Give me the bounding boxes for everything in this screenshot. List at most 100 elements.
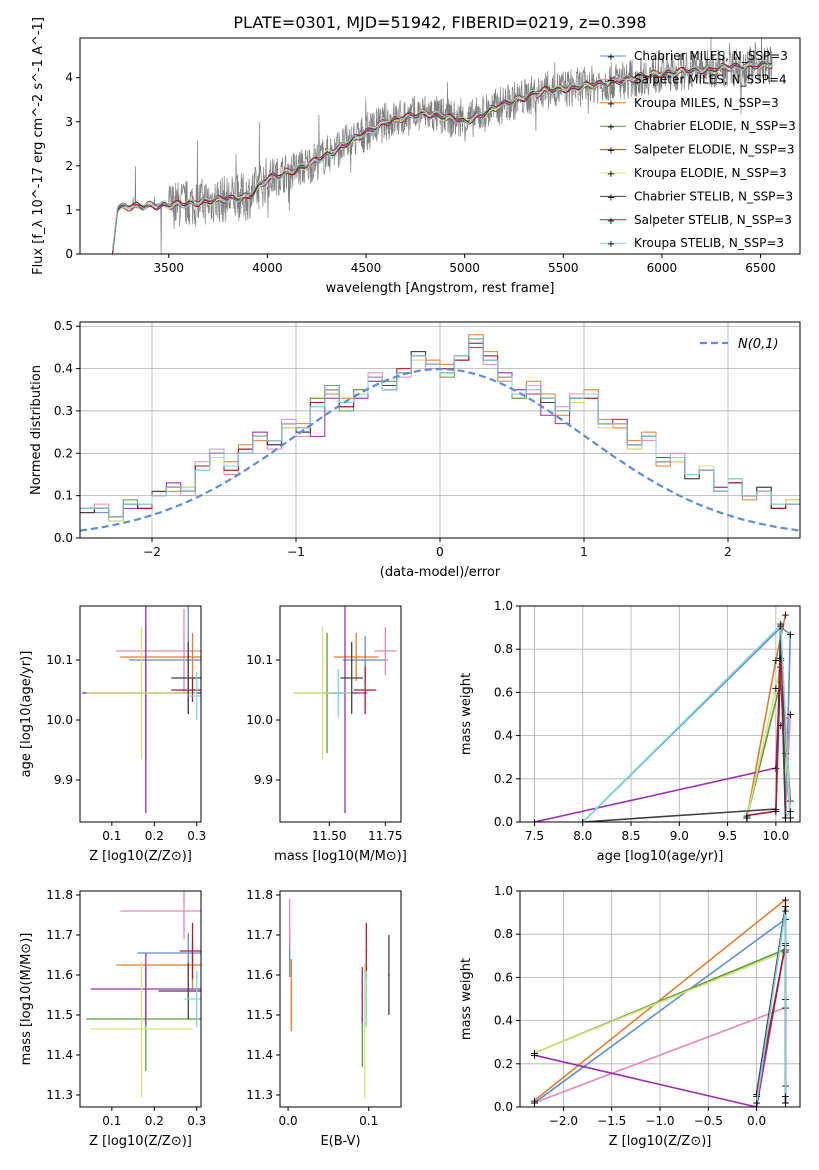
mass-weight-marker: + [781, 1090, 790, 1103]
x-tick-label: −2.0 [549, 1114, 578, 1128]
mass-weight-marker: + [578, 816, 587, 829]
y-tick-label: 0.5 [54, 319, 73, 333]
x-tick-label: −1 [287, 545, 305, 559]
y-tick-label: 11.7 [46, 928, 73, 942]
error-bar-point [86, 627, 197, 759]
x-tick-label: −1.0 [645, 1114, 674, 1128]
mass-weight-marker: + [781, 894, 790, 907]
x-tick-label: −0.5 [694, 1114, 723, 1128]
y-axis-label: Normed distribution [29, 365, 44, 495]
axes: −2.0 −1.5 −1.0 −0.5 0.0 0.0 0.2 0.4 0.6 0.8 1.0 Z [… [459, 884, 801, 1149]
error-bar-point [365, 971, 368, 1027]
y-tick-label: 0.2 [494, 772, 513, 786]
y-tick-label: 10.0 [246, 713, 273, 727]
x-tick-label: 0 [436, 545, 444, 559]
axes-frame [519, 605, 801, 823]
error-bar-point [331, 669, 345, 717]
y-tick-label: 0 [65, 247, 73, 261]
legend-marker: + [607, 122, 615, 133]
y-tick-label: 11.3 [46, 1088, 73, 1102]
plot-area: +++++++++++++++++++++++++++++ [530, 894, 790, 1110]
error-bar-point [388, 935, 390, 1015]
y-tick-label: 11.6 [246, 968, 273, 982]
panel-residuals: −2 −1 0 1 2 0.0 0.1 0.2 0.3 0.4 0.5 (data-model)/er… [29, 319, 801, 580]
y-axis-label: mass [log10(M/M⊙)] [19, 933, 34, 1066]
x-tick-label: 5000 [449, 261, 480, 275]
y-tick-label: 0.0 [494, 815, 513, 829]
mass-weight-marker: + [781, 1097, 790, 1110]
y-tick-label: 0.4 [494, 1014, 513, 1028]
x-axis-label: mass [log10(M/M⊙)] [274, 849, 407, 864]
error-bar-point [90, 953, 201, 1025]
legend-marker: + [607, 169, 615, 180]
axes-frame [79, 37, 801, 255]
axes: 0.0 0.1 11.3 11.4 11.5 11.6 11.7 11.8 E(B-V) [246, 888, 402, 1149]
mass-weight-marker: + [781, 609, 790, 622]
panel-spectrum: 3500 4000 4500 5000 5500 6000 6500 0 1 2 3 4 wavelen… [31, 17, 801, 296]
mass-weight-line [746, 666, 792, 818]
mass-weight-line [582, 623, 792, 822]
x-tick-label: 8.5 [621, 829, 640, 843]
spectrum-model-line-chabrier-elodie [112, 60, 772, 250]
x-axis-label: Z [log10(Z/Z⊙)] [609, 1134, 712, 1149]
y-tick-label: 0.8 [494, 927, 513, 941]
y-tick-label: 1.0 [494, 884, 513, 898]
x-tick-label: 0.0 [747, 1114, 766, 1128]
x-tick-label: 10.0 [763, 829, 790, 843]
spectrum-data-line [112, 38, 773, 254]
axes: 11.50 11.75 9.9 10.0 10.1 mass [log10(M/M⊙)] [246, 605, 407, 864]
plot-area: ++ +++++++++++++++++++++++++ +++++++ [530, 609, 795, 829]
plot-area [82, 606, 201, 813]
mass-weight-marker: + [530, 1047, 539, 1060]
mass-weight-marker: + [578, 816, 587, 829]
x-tick-label: 4000 [252, 261, 283, 275]
mass-weight-line [534, 659, 787, 822]
y-tick-label: 10.0 [46, 713, 73, 727]
y-tick-label: 11.6 [46, 968, 73, 982]
axes: 0.1 0.2 0.3 9.9 10.0 10.1 Z [log10(Z/Z⊙)] age [… [19, 605, 206, 864]
x-tick-label: 0.1 [359, 1114, 378, 1128]
y-tick-label: 11.8 [46, 888, 73, 902]
y-tick-label: 2 [65, 159, 73, 173]
x-tick-label: 6000 [647, 261, 678, 275]
y-tick-label: 11.7 [246, 928, 273, 942]
axes-frame [279, 605, 402, 823]
error-bar-point [171, 642, 201, 714]
axes-frame [79, 605, 202, 823]
legend-label: Salpeter ELODIE, N_SSP=3 [634, 143, 795, 157]
x-tick-label: 7.5 [525, 829, 544, 843]
mass-weight-marker: + [786, 628, 795, 641]
axes-frame [79, 890, 202, 1108]
error-bar-point [188, 672, 201, 720]
error-bar-point [353, 666, 377, 714]
y-tick-label: 0.1 [54, 489, 73, 503]
x-tick-label: 0.2 [145, 1114, 164, 1128]
y-tick-label: 0.0 [494, 1100, 513, 1114]
histogram-step [80, 346, 800, 518]
y-tick-label: 1 [65, 203, 73, 217]
mass-weight-marker: + [781, 812, 790, 825]
histogram-step [80, 338, 800, 518]
legend-label: N(0,1) [738, 337, 779, 352]
y-tick-label: 11.5 [46, 1008, 73, 1022]
x-tick-label: 2 [724, 545, 732, 559]
axes: −2 −1 0 1 2 0.0 0.1 0.2 0.3 0.4 0.5 (data-model)/er… [29, 319, 801, 580]
error-bar-point [290, 959, 293, 1031]
error-bar-point [171, 678, 201, 702]
panel-mass-weight-vs-age: ++ +++++++++++++++++++++++++ +++++++7.5 8.0… [459, 599, 801, 864]
y-tick-label: 11.4 [246, 1048, 273, 1062]
mass-weight-marker: + [530, 1097, 539, 1110]
mass-weight-marker: + [530, 1095, 539, 1108]
x-tick-label: 11.75 [368, 829, 402, 843]
plot-area [80, 334, 800, 532]
x-tick-label: 6500 [745, 261, 776, 275]
axes-frame [279, 890, 402, 1108]
histogram-step [80, 342, 800, 522]
x-tick-label: 0.3 [187, 1114, 206, 1128]
error-bar-point [120, 633, 201, 681]
y-tick-label: 9.9 [54, 773, 73, 787]
x-axis-label: E(B-V) [320, 1134, 360, 1149]
histogram-step [80, 342, 800, 518]
error-bar-point [365, 923, 368, 979]
legend-label: Chabrier ELODIE, N_SSP=3 [634, 119, 796, 133]
